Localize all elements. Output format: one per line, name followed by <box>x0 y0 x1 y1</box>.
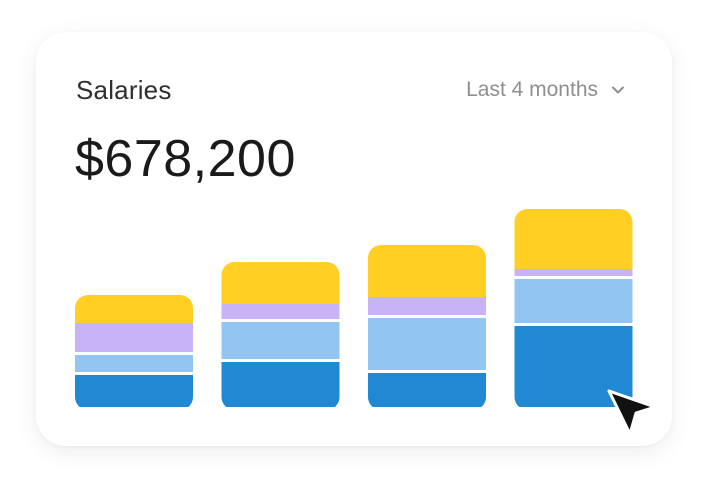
bar-4 <box>514 209 633 407</box>
period-dropdown[interactable]: Last 4 months <box>466 77 626 103</box>
bar-1-segment-2 <box>75 355 193 372</box>
bar-4-segment-3 <box>514 269 633 276</box>
salaries-card: Salaries Last 4 months $678,200 <box>36 32 672 446</box>
chevron-down-icon <box>610 82 626 98</box>
bar-1-segment-3 <box>75 323 193 352</box>
bar-3-segment-4 <box>368 245 486 297</box>
salaries-total: $678,200 <box>75 130 296 188</box>
bar-3 <box>368 245 486 407</box>
bar-4-segment-2 <box>514 279 633 323</box>
bar-3-segment-1 <box>368 373 486 407</box>
cursor-arrow-icon <box>607 389 657 436</box>
bar-1 <box>75 295 193 407</box>
bar-1-segment-1 <box>75 375 193 407</box>
bar-2-segment-1 <box>221 362 340 407</box>
bar-3-segment-2 <box>368 318 486 370</box>
bar-4-segment-4 <box>514 209 633 269</box>
salaries-bar-chart <box>75 209 633 407</box>
bar-2-segment-4 <box>221 262 340 304</box>
period-dropdown-label: Last 4 months <box>466 78 598 101</box>
card-title: Salaries <box>76 75 172 105</box>
bar-2-segment-3 <box>221 304 340 319</box>
bar-2 <box>221 262 340 407</box>
bar-2-segment-2 <box>221 322 340 359</box>
bar-1-segment-4 <box>75 295 193 323</box>
bar-3-segment-3 <box>368 297 486 315</box>
